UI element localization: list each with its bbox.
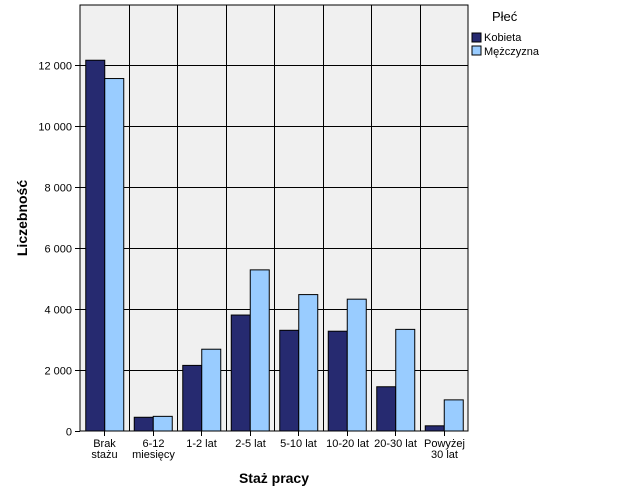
x-tick-label: 10-20 lat (326, 438, 369, 450)
legend-label-kobieta: Kobieta (484, 32, 522, 44)
bar-m-czyzna-1-2-lat (201, 348, 222, 432)
x-tick-label: 1-2 lat (186, 438, 217, 450)
bar-kobieta-20-30-lat (376, 386, 397, 432)
y-tick-label: 6 000 (44, 244, 72, 256)
y-tick-label: 0 (66, 427, 72, 439)
bar-m-czyzna-powy-ej-30-lat (443, 399, 464, 432)
bar-kobieta-6-12-miesi-cy (133, 416, 154, 432)
legend-title: Płeć (492, 9, 518, 24)
bar-kobieta-5-10-lat (279, 329, 300, 432)
bars (85, 59, 464, 432)
bar-kobieta-brak-sta-u (85, 59, 106, 432)
y-tick-label: 2 000 (44, 366, 72, 378)
legend-label-mezczyzna: Mężczyzna (484, 46, 540, 58)
x-tick-label: Powyżej 30 lat (424, 438, 465, 461)
legend-swatch-kobieta (471, 32, 482, 43)
x-tick-label: 6-12 miesięcy (132, 438, 175, 461)
x-tick-label: 20-30 lat (374, 438, 417, 450)
y-tick-label: 8 000 (44, 183, 72, 195)
y-tick-label: 10 000 (38, 122, 72, 134)
bar-m-czyzna-2-5-lat (249, 269, 270, 432)
x-tick-label: 2-5 lat (235, 438, 266, 450)
bar-m-czyzna-5-10-lat (298, 294, 319, 432)
bar-kobieta-powy-ej-30-lat (424, 425, 445, 432)
bar-kobieta-1-2-lat (182, 364, 203, 432)
x-tick-label: 5-10 lat (280, 438, 317, 450)
bar-m-czyzna-brak-sta-u (104, 78, 125, 432)
x-axis-title: Staż pracy (239, 470, 309, 486)
bar-kobieta-2-5-lat (230, 314, 251, 432)
bar-kobieta-10-20-lat (327, 330, 348, 432)
legend-swatch-mezczyzna (471, 45, 482, 56)
bar-m-czyzna-10-20-lat (346, 298, 367, 432)
bar-m-czyzna-6-12-miesi-cy (152, 415, 173, 432)
y-tick-label: 4 000 (44, 305, 72, 317)
bar-m-czyzna-20-30-lat (395, 328, 416, 432)
y-axis-ticks: 0 2 000 4 000 6 000 8 000 10 000 12 000 (38, 61, 80, 439)
y-tick-label: 12 000 (38, 61, 72, 73)
x-tick-label: Brak stażu (91, 438, 117, 461)
legend: Płeć Kobieta Mężczyzna (471, 9, 540, 58)
y-axis-title: Liczebność (14, 180, 30, 256)
x-axis-ticks: Brak stażu 6-12 miesięcy 1-2 lat 2-5 lat 5-10 … (91, 431, 465, 461)
